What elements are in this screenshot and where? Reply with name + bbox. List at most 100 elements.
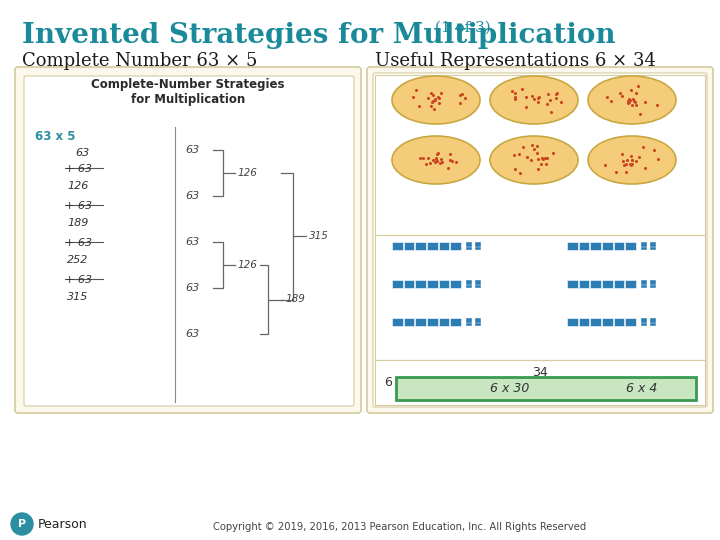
Bar (415, 318, 426, 326)
Bar (475, 283, 481, 288)
Bar (450, 280, 461, 288)
Bar (404, 280, 414, 288)
Bar (427, 318, 438, 326)
Bar (641, 280, 647, 285)
Ellipse shape (588, 76, 676, 124)
Text: 126: 126 (67, 181, 89, 191)
Text: 126: 126 (238, 260, 258, 270)
Bar (613, 242, 624, 250)
Bar (602, 242, 613, 250)
Bar (475, 245, 481, 250)
Text: Complete Number 63 × 5: Complete Number 63 × 5 (22, 52, 257, 70)
Bar (438, 280, 449, 288)
Bar (567, 280, 577, 288)
Bar (602, 280, 613, 288)
Text: 63: 63 (75, 148, 89, 158)
Ellipse shape (490, 76, 578, 124)
Bar (466, 245, 472, 250)
Bar (626, 242, 636, 250)
Bar (567, 242, 577, 250)
Bar (466, 321, 472, 326)
Bar (415, 280, 426, 288)
Text: 63 x 5: 63 x 5 (35, 130, 76, 143)
Text: 315: 315 (309, 231, 329, 241)
Bar (404, 318, 414, 326)
FancyBboxPatch shape (367, 67, 713, 413)
Bar (613, 318, 624, 326)
Bar (392, 318, 402, 326)
Bar (641, 321, 647, 326)
Bar (641, 283, 647, 288)
Text: 315: 315 (67, 292, 89, 302)
Bar (415, 242, 426, 250)
Bar (650, 280, 656, 285)
Text: + 63: + 63 (65, 238, 92, 248)
Bar (590, 280, 601, 288)
Ellipse shape (392, 76, 480, 124)
Text: 6 x 30: 6 x 30 (490, 382, 530, 395)
Text: Useful Representations 6 × 34: Useful Representations 6 × 34 (375, 52, 656, 70)
Ellipse shape (588, 136, 676, 184)
Bar (450, 318, 461, 326)
Text: 63: 63 (185, 237, 199, 247)
Ellipse shape (490, 136, 578, 184)
Text: 6: 6 (384, 376, 392, 389)
Bar (626, 280, 636, 288)
Bar (427, 280, 438, 288)
Bar (466, 283, 472, 288)
Bar (466, 318, 472, 323)
Bar (641, 318, 647, 323)
Text: 63: 63 (185, 283, 199, 293)
Text: Ⓟ: Ⓟ (15, 514, 29, 534)
Text: 189: 189 (286, 294, 306, 305)
Text: 34: 34 (532, 366, 548, 379)
Bar (626, 318, 636, 326)
Bar (650, 318, 656, 323)
Bar (650, 321, 656, 326)
Text: 63: 63 (185, 145, 199, 155)
Bar (466, 242, 472, 247)
Bar (590, 242, 601, 250)
Text: (1 of 3): (1 of 3) (430, 21, 491, 35)
Bar (475, 321, 481, 326)
Bar (475, 318, 481, 323)
Bar (438, 318, 449, 326)
Bar (650, 242, 656, 247)
Text: 189: 189 (67, 218, 89, 228)
Text: P: P (18, 519, 26, 529)
Circle shape (11, 513, 33, 535)
Text: Copyright © 2019, 2016, 2013 Pearson Education, Inc. All Rights Reserved: Copyright © 2019, 2016, 2013 Pearson Edu… (213, 522, 587, 532)
Bar (392, 242, 402, 250)
Bar (613, 280, 624, 288)
Text: + 63: + 63 (65, 201, 92, 211)
FancyBboxPatch shape (373, 73, 707, 407)
Bar (375, 360, 705, 405)
Bar (375, 75, 705, 235)
Bar (579, 318, 590, 326)
Bar (579, 280, 590, 288)
Bar (475, 280, 481, 285)
Ellipse shape (392, 136, 480, 184)
Bar (650, 283, 656, 288)
FancyBboxPatch shape (24, 76, 354, 406)
Bar (438, 242, 449, 250)
Bar (602, 318, 613, 326)
Text: 6 x 4: 6 x 4 (626, 382, 657, 395)
Bar (567, 318, 577, 326)
Bar (466, 280, 472, 285)
Bar (404, 242, 414, 250)
Bar (650, 245, 656, 250)
Bar (392, 280, 402, 288)
Bar (641, 245, 647, 250)
Bar (427, 242, 438, 250)
Text: 63: 63 (185, 191, 199, 201)
Text: Invented Strategies for Multiplication: Invented Strategies for Multiplication (22, 22, 616, 49)
Bar (590, 318, 601, 326)
Text: 252: 252 (67, 255, 89, 265)
Bar (475, 242, 481, 247)
Bar (579, 242, 590, 250)
Bar (641, 242, 647, 247)
FancyBboxPatch shape (15, 67, 361, 413)
Bar (396, 377, 696, 400)
Bar (450, 242, 461, 250)
